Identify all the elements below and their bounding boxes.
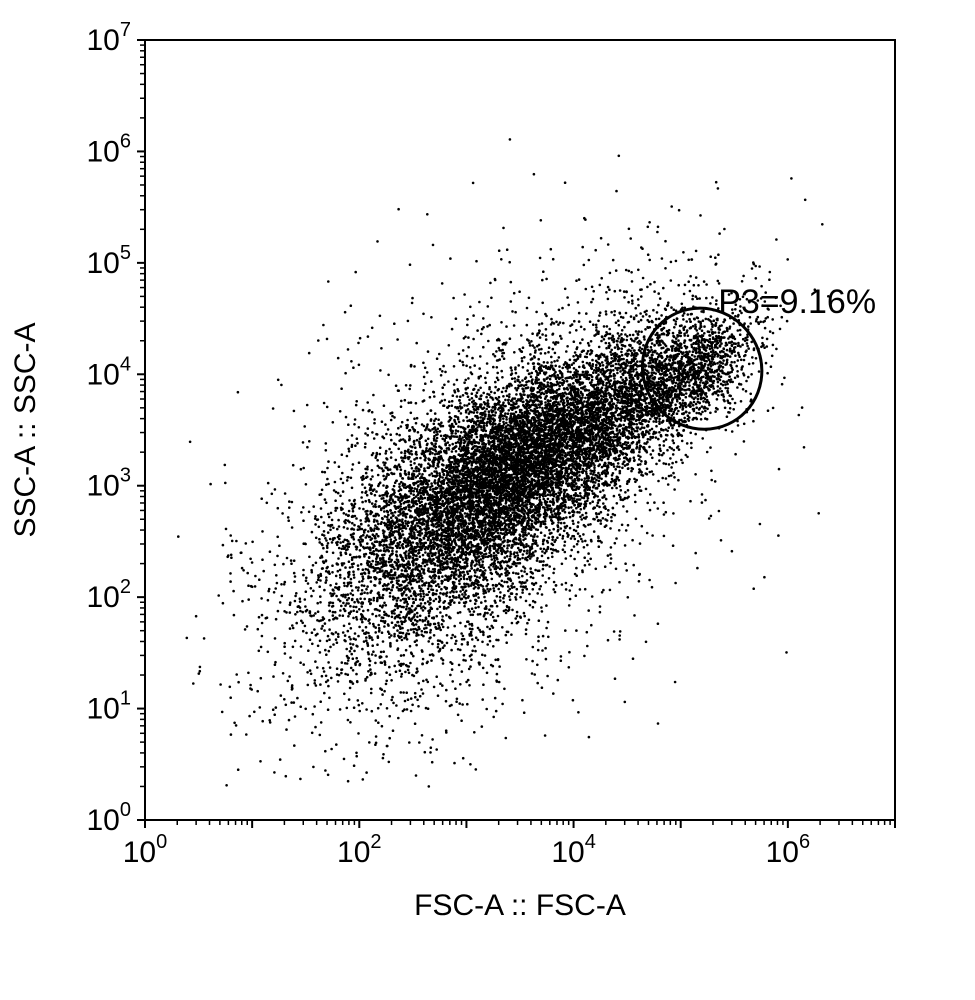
x-tick-label: 100 [123,831,168,869]
y-tick-label: 104 [87,353,132,391]
y-tick-label: 102 [87,576,132,614]
scatter-svg: P3=9.16% 100 102 104 106 100 101 102 103 104 105… [0,0,975,1000]
x-tick-label: 106 [766,831,811,869]
x-tick-label: 104 [551,831,596,869]
x-axis-label: FSC-A :: FSC-A [414,889,626,922]
y-tick-label: 101 [87,688,132,726]
y-axis-ticks: 100 101 102 103 104 105 106 107 [87,19,146,837]
gate-label-p3: P3=9.16% [718,283,876,321]
y-tick-label: 106 [87,130,132,168]
y-tick-label: 105 [87,242,132,280]
y-tick-label: 100 [87,799,132,837]
x-axis-ticks: 100 102 104 106 [123,820,895,869]
x-tick-label: 102 [337,831,382,869]
flow-cytometry-scatter: P3=9.16% 100 102 104 106 100 101 102 103 104 105… [0,0,975,1000]
scatter-points [177,138,830,788]
y-axis-label: SSC-A :: SSC-A [9,322,42,537]
y-tick-label: 103 [87,465,132,503]
y-tick-label: 107 [87,19,132,57]
